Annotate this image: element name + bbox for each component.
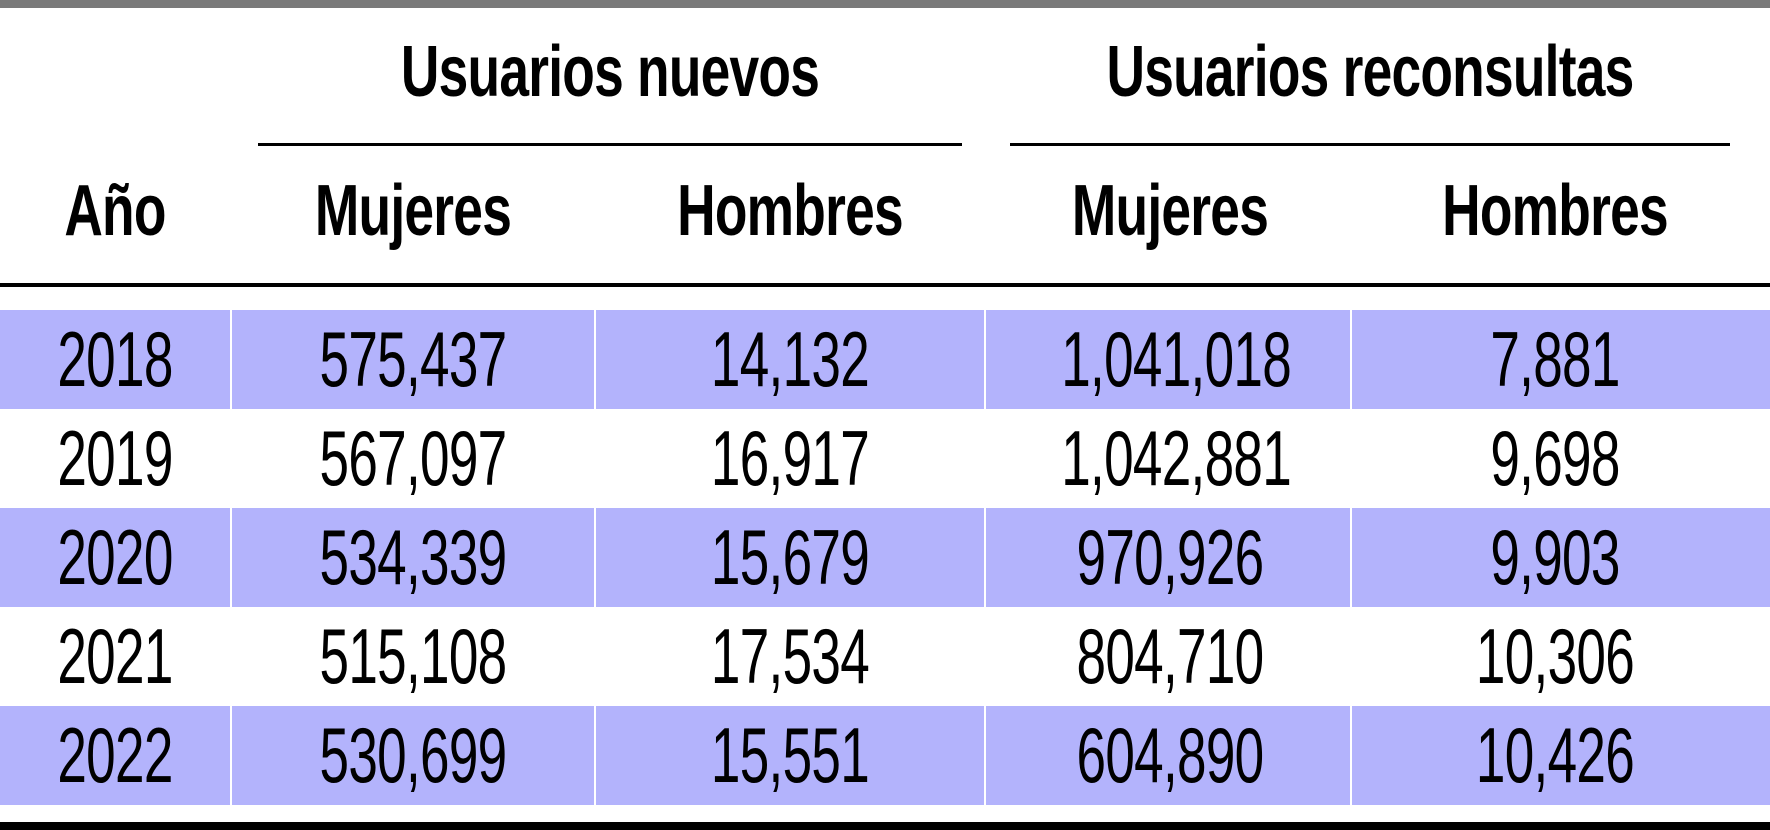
table-cell-bg <box>0 508 230 607</box>
table-cell-bg <box>1352 508 1770 607</box>
table-cell-reconsultas-hombres: 7,881 <box>1490 315 1620 403</box>
table-cell-bg <box>596 607 984 706</box>
table-cell-reconsultas-mujeres: 1,041,018 <box>1061 315 1292 403</box>
table-cell-bg <box>986 706 1350 805</box>
table-cell-reconsultas-hombres: 9,698 <box>1490 414 1620 502</box>
table-cell-nuevos-mujeres: 575,437 <box>319 315 508 403</box>
group-rule-nuevos <box>258 143 962 146</box>
bottom-rule <box>0 822 1770 830</box>
table-cell-reconsultas-mujeres: 804,710 <box>1076 612 1265 700</box>
table-row: 2021 515,108 17,534 804,710 10,306 <box>0 607 1770 706</box>
table-cell-bg <box>1352 706 1770 805</box>
table-cell-bg <box>232 310 594 409</box>
header-bottom-rule <box>0 283 1770 287</box>
table-cell-bg <box>986 310 1350 409</box>
table-cell-bg <box>596 706 984 805</box>
table-cell-bg <box>232 409 594 508</box>
table-cell-bg <box>232 607 594 706</box>
table-cell-reconsultas-mujeres: 1,042,881 <box>1061 414 1292 502</box>
table-cell-bg <box>232 508 594 607</box>
column-header-nuevos-mujeres: Mujeres <box>314 171 512 251</box>
table-cell-reconsultas-hombres: 10,426 <box>1475 711 1635 799</box>
table-cell-bg <box>0 310 230 409</box>
table-cell-bg <box>986 409 1350 508</box>
table-cell-ano: 2018 <box>57 315 173 403</box>
table-cell-reconsultas-mujeres: 604,890 <box>1076 711 1265 799</box>
table-cell-bg <box>986 508 1350 607</box>
table-cell-nuevos-mujeres: 515,108 <box>319 612 508 700</box>
table-cell-ano: 2022 <box>57 711 173 799</box>
table-cell-bg <box>986 607 1350 706</box>
table-cell-ano: 2021 <box>57 612 173 700</box>
table-cell-bg <box>232 706 594 805</box>
table-cell-bg <box>596 310 984 409</box>
table-cell-bg <box>1352 607 1770 706</box>
table-cell-reconsultas-hombres: 10,306 <box>1475 612 1635 700</box>
group-header-usuarios-reconsultas: Usuarios reconsultas <box>1106 32 1634 112</box>
table-cell-nuevos-hombres: 15,679 <box>710 513 870 601</box>
table-cell-nuevos-hombres: 17,534 <box>710 612 870 700</box>
column-header-ano: Año <box>64 171 166 251</box>
column-header-nuevos-hombres: Hombres <box>677 171 904 251</box>
group-rule-reconsultas <box>1010 143 1730 146</box>
table-cell-nuevos-mujeres: 567,097 <box>319 414 508 502</box>
table-row: 2018 575,437 14,132 1,041,018 7,881 <box>0 310 1770 409</box>
table-cell-bg <box>1352 409 1770 508</box>
table-cell-bg <box>0 607 230 706</box>
group-header-usuarios-nuevos: Usuarios nuevos <box>400 32 820 112</box>
table-cell-bg <box>1352 310 1770 409</box>
table-row: 2019 567,097 16,917 1,042,881 9,698 <box>0 409 1770 508</box>
table-cell-ano: 2019 <box>57 414 173 502</box>
top-rule <box>0 0 1770 8</box>
table-cell-nuevos-mujeres: 530,699 <box>319 711 508 799</box>
table-cell-reconsultas-mujeres: 970,926 <box>1076 513 1265 601</box>
table-cell-nuevos-hombres: 14,132 <box>710 315 870 403</box>
column-header-reconsultas-hombres: Hombres <box>1442 171 1669 251</box>
table-row: 2020 534,339 15,679 970,926 9,903 <box>0 508 1770 607</box>
table-cell-bg <box>0 706 230 805</box>
table-row: 2022 530,699 15,551 604,890 10,426 <box>0 706 1770 805</box>
table-cell-ano: 2020 <box>57 513 173 601</box>
table-cell-reconsultas-hombres: 9,903 <box>1490 513 1620 601</box>
table-cell-bg <box>0 409 230 508</box>
table-cell-nuevos-hombres: 15,551 <box>710 711 870 799</box>
table-cell-nuevos-mujeres: 534,339 <box>319 513 508 601</box>
table-cell-bg <box>596 409 984 508</box>
column-header-reconsultas-mujeres: Mujeres <box>1071 171 1269 251</box>
table-cell-nuevos-hombres: 16,917 <box>710 414 870 502</box>
table-cell-bg <box>596 508 984 607</box>
